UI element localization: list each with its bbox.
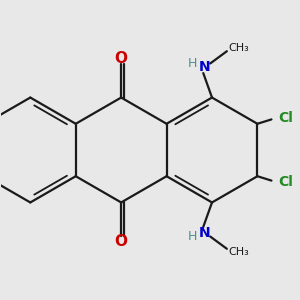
Text: Cl: Cl: [278, 175, 293, 189]
Text: Cl: Cl: [278, 111, 293, 125]
Text: N: N: [199, 60, 211, 74]
Text: H: H: [188, 57, 197, 70]
Text: CH₃: CH₃: [229, 43, 249, 53]
Text: H: H: [188, 230, 197, 243]
Text: CH₃: CH₃: [229, 247, 249, 257]
Text: O: O: [114, 234, 127, 249]
Text: O: O: [114, 51, 127, 66]
Text: N: N: [199, 226, 211, 240]
